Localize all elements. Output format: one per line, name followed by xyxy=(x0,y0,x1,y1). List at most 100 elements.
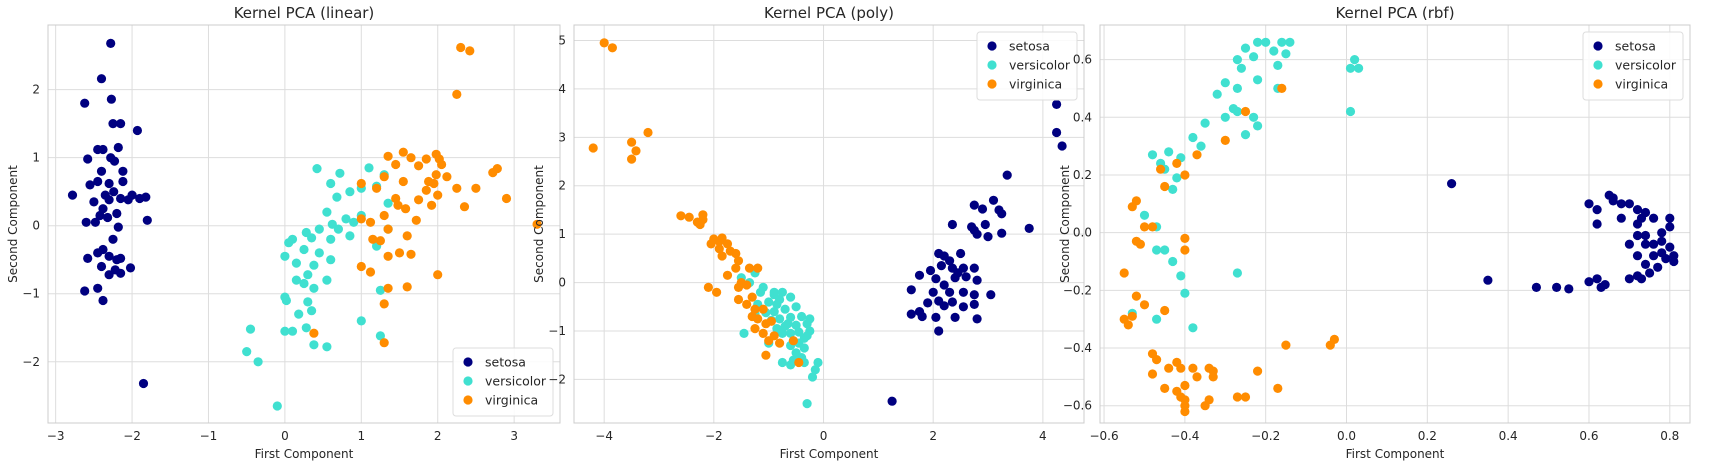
y-axis-label: Second Component xyxy=(6,165,20,283)
point-virginica xyxy=(750,304,760,314)
point-versicolor xyxy=(802,331,812,341)
legend-marker-virginica xyxy=(1593,79,1603,89)
x-tick-label: 0.2 xyxy=(1418,429,1437,443)
point-virginica xyxy=(684,212,694,222)
point-setosa xyxy=(1657,248,1667,258)
point-setosa xyxy=(931,312,941,322)
series-virginica xyxy=(1119,83,1339,417)
point-versicolor xyxy=(1232,55,1242,65)
point-virginica xyxy=(1180,406,1190,417)
point-virginica xyxy=(393,200,403,210)
x-tick-label: 2 xyxy=(434,429,442,443)
point-versicolor xyxy=(1176,271,1186,281)
point-virginica xyxy=(627,137,637,147)
point-setosa xyxy=(986,290,996,300)
point-setosa xyxy=(1608,196,1618,206)
y-tick-label: 2 xyxy=(32,83,40,97)
point-virginica xyxy=(788,336,799,346)
point-setosa xyxy=(1624,274,1634,284)
point-versicolor xyxy=(1253,75,1263,85)
plot-frame xyxy=(47,24,561,424)
point-setosa xyxy=(112,208,122,219)
point-versicolor xyxy=(322,207,332,217)
point-virginica xyxy=(401,204,411,214)
point-setosa xyxy=(1657,228,1667,238)
point-versicolor xyxy=(1345,106,1356,117)
point-virginica xyxy=(1180,170,1190,180)
point-versicolor xyxy=(1253,37,1263,47)
point-setosa xyxy=(961,272,971,282)
point-virginica xyxy=(742,299,752,309)
point-versicolor xyxy=(356,316,366,326)
chart-panel-1: −4 −2 0 2 4 −2 −1 0 1 2 3 4 5 Kernel PCA (poly) First … xyxy=(532,4,1085,461)
point-versicolor xyxy=(303,270,313,280)
y-tick-label: −1 xyxy=(22,287,40,301)
point-setosa xyxy=(104,270,114,280)
legend-marker-versicolor xyxy=(1593,60,1603,70)
point-versicolor xyxy=(1350,55,1360,65)
point-setosa xyxy=(89,197,99,207)
point-setosa xyxy=(969,299,979,309)
y-tick-label: 3 xyxy=(558,130,566,144)
legend-marker-setosa xyxy=(463,357,473,367)
point-setosa xyxy=(98,295,108,306)
point-versicolor xyxy=(799,343,809,353)
legend-marker-setosa xyxy=(1593,41,1603,51)
point-virginica xyxy=(676,211,686,221)
point-virginica xyxy=(379,299,389,309)
point-setosa xyxy=(1584,277,1594,287)
point-virginica xyxy=(747,292,757,302)
point-versicolor xyxy=(280,251,290,261)
point-setosa xyxy=(969,263,979,273)
point-versicolor xyxy=(253,357,263,367)
point-setosa xyxy=(106,38,116,49)
point-versicolor xyxy=(345,187,355,197)
point-setosa xyxy=(80,98,90,108)
point-versicolor xyxy=(287,326,298,336)
point-versicolor xyxy=(364,163,374,173)
point-versicolor xyxy=(309,283,319,293)
point-versicolor xyxy=(786,360,796,370)
point-virginica xyxy=(744,263,755,273)
point-versicolor xyxy=(1168,184,1178,194)
point-virginica xyxy=(1123,320,1133,330)
point-virginica xyxy=(794,357,804,368)
x-tick-label: 0 xyxy=(281,429,289,443)
point-virginica xyxy=(402,231,412,241)
legend-marker-setosa xyxy=(987,41,997,51)
point-versicolor xyxy=(245,324,256,334)
point-setosa xyxy=(972,275,982,285)
point-virginica xyxy=(764,336,774,346)
y-tick-label: 0.4 xyxy=(1073,110,1092,124)
point-setosa xyxy=(118,166,128,176)
point-setosa xyxy=(1052,99,1062,109)
chart-title: Kernel PCA (rbf) xyxy=(1335,4,1454,22)
point-setosa xyxy=(1669,251,1679,261)
legend-label-virginica: virginica xyxy=(1615,77,1668,92)
y-tick-label: 1 xyxy=(558,227,566,241)
point-virginica xyxy=(1119,268,1129,278)
chart-title: Kernel PCA (linear) xyxy=(234,4,375,22)
point-virginica xyxy=(750,324,760,334)
point-virginica xyxy=(356,261,366,272)
point-setosa xyxy=(85,180,95,190)
point-virginica xyxy=(627,154,637,164)
point-setosa xyxy=(90,217,100,227)
series-versicolor xyxy=(736,268,823,409)
legend-label-virginica: virginica xyxy=(1009,77,1062,92)
point-versicolor xyxy=(291,275,301,285)
point-virginica xyxy=(391,159,401,170)
point-virginica xyxy=(1180,245,1190,255)
point-virginica xyxy=(1329,334,1339,344)
point-virginica xyxy=(1152,355,1162,365)
point-virginica xyxy=(1147,222,1158,232)
point-virginica xyxy=(753,263,763,273)
point-setosa xyxy=(81,217,91,227)
point-versicolor xyxy=(322,275,332,285)
point-versicolor xyxy=(309,260,319,270)
point-virginica xyxy=(433,270,443,280)
legend-label-versicolor: versicolor xyxy=(1615,58,1677,73)
point-versicolor xyxy=(1261,37,1271,47)
point-versicolor xyxy=(375,285,385,295)
y-tick-label: −0.2 xyxy=(1063,283,1092,297)
